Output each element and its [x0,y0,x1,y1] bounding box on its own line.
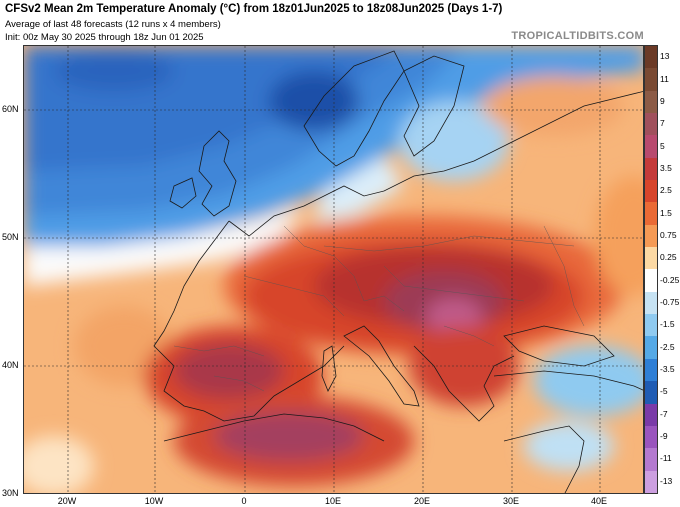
lat-label-30n: 30N [2,488,19,498]
colorbar-tick-label: -1.5 [660,319,675,330]
map-subtitle: Average of last 48 forecasts (12 runs x … [5,19,221,30]
colorbar-swatch [645,202,657,225]
colorbar-tick-label: 0.75 [660,229,677,240]
anomaly-map [23,45,644,494]
colorbar-swatch [645,269,657,292]
colorbar-swatch [645,314,657,337]
colorbar-tick-label: -0.75 [660,297,680,308]
colorbar-swatch [645,247,657,270]
colorbar-swatch [645,90,657,114]
colorbar-swatch [645,381,657,404]
colorbar-swatch [645,291,657,315]
colorbar-tick-label: 5 [660,140,665,151]
lon-label-10e: 10E [324,496,342,506]
colorbar-tick-label: 3.5 [660,162,672,173]
lon-label-40e: 40E [590,496,608,506]
colorbar-swatch [645,180,657,203]
colorbar-tick-label: 2.5 [660,185,672,196]
anomaly-map-graphic [24,46,643,493]
map-header: CFSv2 Mean 2m Temperature Anomaly (°C) f… [0,0,680,46]
colorbar-swatch [645,403,657,426]
colorbar-swatch [645,157,657,181]
colorbar-tick-label: 9 [660,95,665,106]
lon-label-10w: 10W [144,496,164,506]
colorbar-tick-label: -5 [660,386,668,397]
colorbar-tick-label: 13 [660,51,670,62]
colorbar-tick-label: -0.25 [660,274,680,285]
colorbar-swatch [645,358,657,382]
colorbar-swatch [645,68,657,91]
colorbar-swatch [645,135,657,158]
colorbar-tick-label: -7 [660,408,668,419]
colorbar-tick-label: 11 [660,73,669,84]
map-title: CFSv2 Mean 2m Temperature Anomaly (°C) f… [5,3,503,15]
lat-label-60n: 60N [2,104,19,114]
lon-label-20w: 20W [57,496,77,506]
colorbar-tick-label: -3.5 [660,364,675,375]
colorbar-swatch [645,46,657,69]
lat-label-40n: 40N [2,360,19,370]
colorbar-tick-label: -9 [660,431,668,442]
colorbar-swatch [645,425,657,449]
colorbar-swatch [645,448,657,471]
init-time: Init: 00z May 30 2025 through 18z Jun 01… [5,32,204,43]
brand-watermark: TROPICALTIDBITS.COM [511,30,644,42]
colorbar [644,45,658,494]
lat-label-50n: 50N [2,232,19,242]
colorbar-tick-label: -2.5 [660,341,675,352]
colorbar-tick-label: 7 [660,118,665,129]
lon-label-20e: 20E [413,496,431,506]
lon-label-0: 0 [241,496,247,506]
colorbar-tick-label: 0.25 [660,252,677,263]
colorbar-swatch [645,470,657,493]
colorbar-swatch [645,113,657,136]
colorbar-swatch [645,336,657,359]
colorbar-tick-label: -13 [660,475,673,486]
colorbar-tick-label: -11 [660,453,672,464]
colorbar-swatch [645,224,657,248]
lon-label-30e: 30E [502,496,520,506]
colorbar-tick-label: 1.5 [660,207,672,218]
